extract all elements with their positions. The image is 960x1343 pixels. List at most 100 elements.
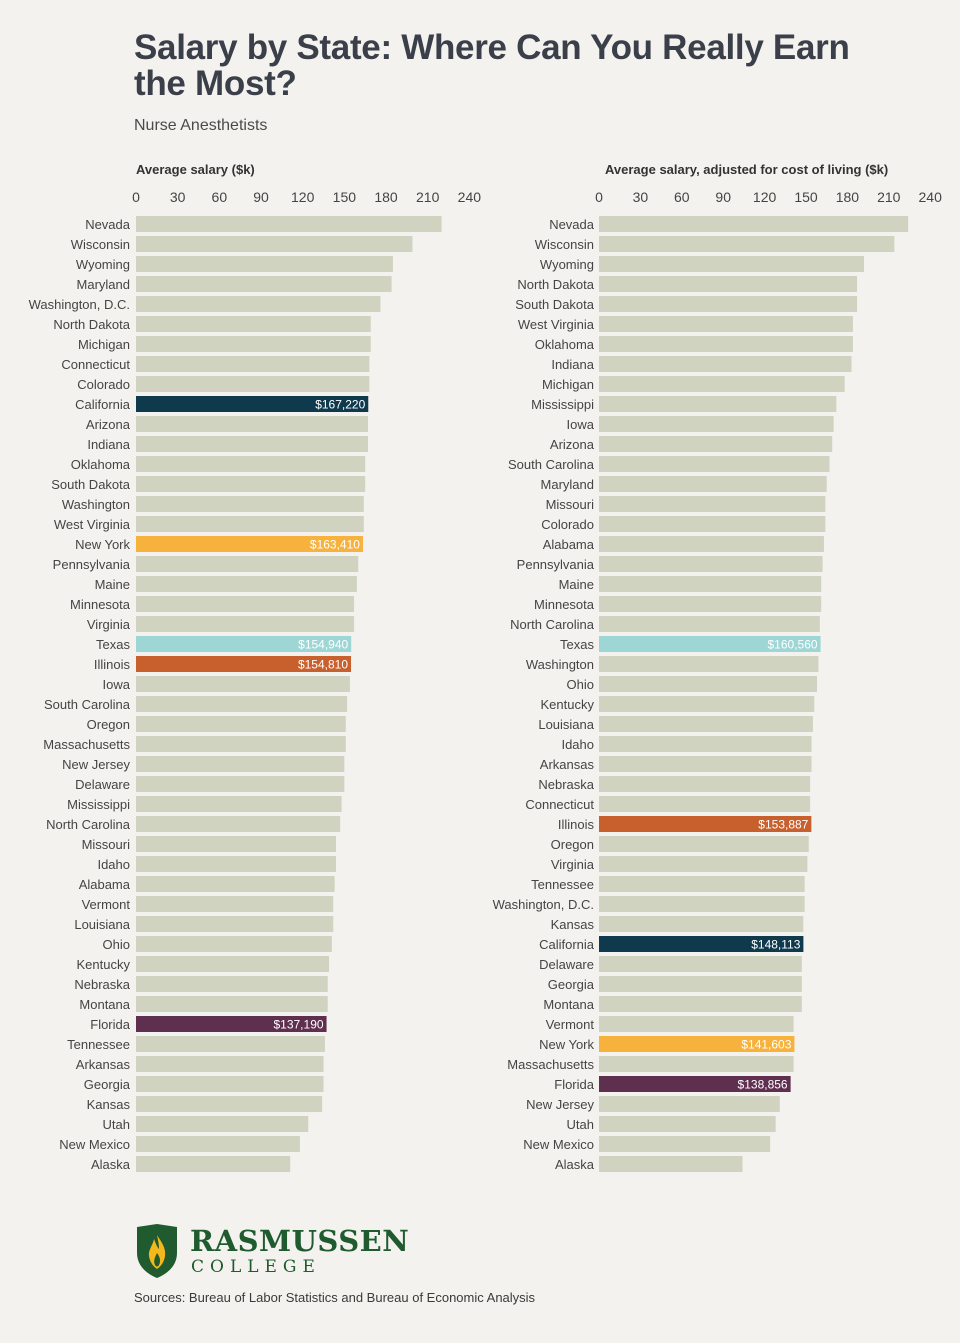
chart2-label-wyoming: Wyoming — [540, 257, 594, 272]
chart2-bar-nebraska — [599, 776, 811, 792]
chart2-bar-wyoming — [599, 256, 864, 272]
chart2-bar-arizona — [599, 436, 833, 452]
chart1-value-texas: $154,940 — [298, 638, 348, 652]
chart2-bar-colorado — [599, 516, 826, 532]
chart2-bar-louisiana — [599, 716, 813, 732]
chart1-bar-delaware — [136, 776, 345, 792]
chart2-tick-150: 150 — [794, 189, 818, 205]
chart2-label-utah: Utah — [567, 1117, 594, 1132]
chart2-tick-180: 180 — [836, 189, 860, 205]
chart2-tick-240: 240 — [919, 189, 943, 205]
chart2-label-idaho: Idaho — [561, 737, 594, 752]
chart2-bar-california — [599, 936, 804, 952]
chart1-bar-vermont — [136, 896, 334, 912]
chart2-tick-30: 30 — [633, 189, 649, 205]
chart1-bar-wyoming — [136, 256, 393, 272]
chart1-bar-maryland — [136, 276, 392, 292]
chart2-label-massachusetts: Massachusetts — [507, 1057, 594, 1072]
chart1-bar-north-dakota — [136, 316, 371, 332]
chart1-bar-new-york — [136, 536, 363, 552]
chart1-bar-alaska — [136, 1156, 291, 1172]
chart2-bar-delaware — [599, 956, 802, 972]
chart1-bar-massachusetts — [136, 736, 346, 752]
chart1-label-nevada: Nevada — [85, 217, 131, 232]
chart2-bar-kansas — [599, 916, 804, 932]
chart1-bar-colorado — [136, 376, 370, 392]
chart2-label-new-jersey: New Jersey — [526, 1097, 594, 1112]
chart2-bar-north-carolina — [599, 616, 820, 632]
chart1-label-connecticut: Connecticut — [61, 357, 130, 372]
chart1-bar-nebraska — [136, 976, 328, 992]
page-title: Salary by State: Where Can You Really Ea… — [134, 28, 850, 103]
chart1-bar-connecticut — [136, 356, 370, 372]
chart1-bar-michigan — [136, 336, 371, 352]
chart1-label-pennsylvania: Pennsylvania — [53, 557, 131, 572]
chart1-label-california: California — [75, 397, 131, 412]
chart1-bar-montana — [136, 996, 328, 1012]
chart2-label-virginia: Virginia — [551, 857, 595, 872]
chart2-title: Average salary, adjusted for cost of liv… — [605, 162, 888, 177]
chart2-bar-florida — [599, 1076, 791, 1092]
chart2-label-kentucky: Kentucky — [541, 697, 595, 712]
chart2-label-mississippi: Mississippi — [531, 397, 594, 412]
chart1-label-arizona: Arizona — [86, 417, 131, 432]
chart2-bar-massachusetts — [599, 1056, 794, 1072]
chart2-bar-indiana — [599, 356, 852, 372]
chart1-tick-210: 210 — [416, 189, 440, 205]
chart2-bar-south-dakota — [599, 296, 858, 312]
salary-charts: Average salary ($k) 0 30 60 90 120 150 180 210 24… — [29, 162, 943, 1172]
chart1-label-texas: Texas — [96, 637, 130, 652]
chart2-bar-idaho — [599, 736, 812, 752]
chart1-bar-south-dakota — [136, 476, 366, 492]
chart1-label-washington-d-c: Washington, D.C. — [29, 297, 130, 312]
chart1-tick-30: 30 — [170, 189, 186, 205]
chart2-value-texas: $160,560 — [768, 638, 818, 652]
chart2-bar-oregon — [599, 836, 809, 852]
chart1-bar-south-carolina — [136, 696, 348, 712]
chart1-label-oklahoma: Oklahoma — [71, 457, 131, 472]
chart2-label-washington: Washington — [526, 657, 594, 672]
chart1-bar-arizona — [136, 416, 368, 432]
chart1-bar-florida — [136, 1016, 327, 1032]
chart2-label-missouri: Missouri — [546, 497, 595, 512]
chart2-label-california: California — [539, 937, 595, 952]
chart1-tick-90: 90 — [253, 189, 269, 205]
chart1-bar-kentucky — [136, 956, 330, 972]
chart2-value-new-york: $141,603 — [741, 1038, 791, 1052]
chart1-tick-180: 180 — [374, 189, 398, 205]
logo-name: RASMUSSEN — [190, 1224, 410, 1258]
chart1-bar-wisconsin — [136, 236, 413, 252]
chart1-label-delaware: Delaware — [75, 777, 130, 792]
chart1-label-kansas: Kansas — [87, 1097, 131, 1112]
chart1-label-north-carolina: North Carolina — [46, 817, 131, 832]
chart1-bar-mississippi — [136, 796, 342, 812]
chart2-bar-alaska — [599, 1156, 743, 1172]
chart2-label-illinois: Illinois — [558, 817, 595, 832]
chart1-bar-utah — [136, 1116, 309, 1132]
chart2-tick-0: 0 — [595, 189, 603, 205]
chart2-label-new-mexico: New Mexico — [523, 1137, 594, 1152]
chart1-label-iowa: Iowa — [103, 677, 131, 692]
logo-sub: COLLEGE — [191, 1257, 321, 1277]
chart2-bar-tennessee — [599, 876, 805, 892]
chart2-bar-new-mexico — [599, 1136, 771, 1152]
chart1-label-washington: Washington — [62, 497, 130, 512]
chart2-value-florida: $138,856 — [738, 1078, 788, 1092]
chart1-tick-60: 60 — [212, 189, 228, 205]
chart1-label-west-virginia: West Virginia — [54, 517, 131, 532]
chart1-bar-arkansas — [136, 1056, 324, 1072]
chart2-tick-120: 120 — [753, 189, 777, 205]
shield-flame-icon — [137, 1224, 177, 1278]
chart1-title: Average salary ($k) — [136, 162, 255, 177]
chart1-bar-georgia — [136, 1076, 324, 1092]
chart1-label-indiana: Indiana — [87, 437, 130, 452]
chart1-bar-ohio — [136, 936, 332, 952]
chart1-label-colorado: Colorado — [77, 377, 130, 392]
chart1-label-georgia: Georgia — [84, 1077, 131, 1092]
chart1-tick-120: 120 — [291, 189, 315, 205]
chart1-label-alabama: Alabama — [79, 877, 131, 892]
chart1-bar-oregon — [136, 716, 346, 732]
chart2-tick-90: 90 — [715, 189, 731, 205]
chart1-label-south-carolina: South Carolina — [44, 697, 131, 712]
chart2-tick-60: 60 — [674, 189, 690, 205]
